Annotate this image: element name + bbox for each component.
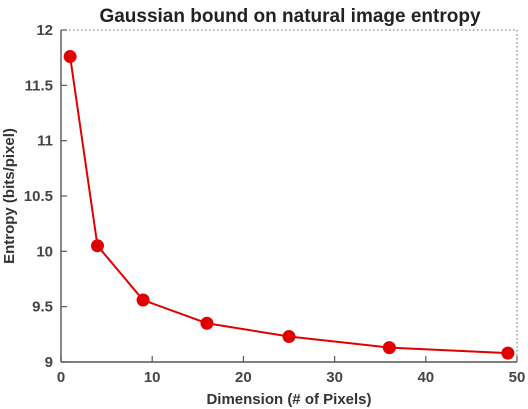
data-point <box>200 316 214 330</box>
data-point <box>136 293 150 307</box>
data-point <box>282 330 296 344</box>
chart-title: Gaussian bound on natural image entropy <box>99 6 481 27</box>
series-layer <box>63 50 515 360</box>
y-tick-label: 9 <box>45 354 53 371</box>
y-tick-label: 11.5 <box>25 77 53 94</box>
series-line <box>69 56 508 355</box>
y-tick-label: 12 <box>36 22 53 39</box>
y-tick-label: 9.5 <box>32 299 53 316</box>
data-point <box>382 341 396 355</box>
y-tick-label: 10 <box>36 243 53 260</box>
y-axis-label: Entropy (bits/pixel) <box>1 128 18 264</box>
y-ticks: 9 9.5 10 10.5 11 11.5 12 <box>24 22 67 371</box>
x-tick-label: 0 <box>57 369 65 386</box>
y-tick-label: 11 <box>37 133 53 150</box>
y-tick-label: 10.5 <box>24 188 53 205</box>
x-tick-label: 10 <box>144 369 161 386</box>
data-point <box>501 346 515 360</box>
x-tick-label: 20 <box>235 369 252 386</box>
x-ticks: 0 10 20 30 40 50 <box>57 356 526 386</box>
x-tick-label: 50 <box>509 369 526 386</box>
data-point <box>63 50 77 64</box>
x-tick-label: 30 <box>326 369 343 386</box>
x-tick-label: 40 <box>417 369 434 386</box>
x-axis-label: Dimension (# of Pixels) <box>206 391 371 408</box>
data-point <box>90 239 104 253</box>
